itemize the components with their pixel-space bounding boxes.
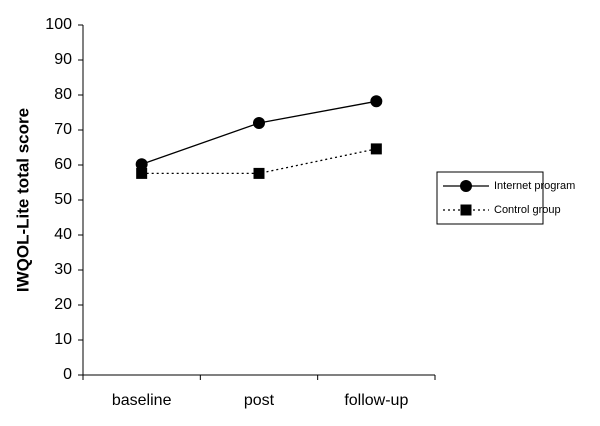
data-point: [253, 117, 265, 129]
legend-marker: [460, 204, 472, 216]
y-tick-label: 40: [54, 226, 72, 243]
y-tick-label: 20: [54, 296, 72, 313]
legend-label: Internet program: [494, 180, 575, 192]
legend-box: [436, 171, 544, 225]
legend-marker: [460, 180, 472, 192]
y-tick-label: 0: [63, 366, 72, 383]
data-point: [136, 167, 148, 179]
data-point: [253, 167, 265, 179]
data-point: [135, 158, 148, 171]
x-tick-label: post: [244, 392, 275, 409]
x-tick-label: follow-up: [344, 392, 408, 409]
y-axis-label: IWQOL-Lite total score: [13, 108, 32, 292]
y-tick-label: 90: [54, 51, 72, 68]
y-tick-label: 70: [54, 121, 72, 138]
y-tick-label: 10: [54, 331, 72, 348]
series-line: [141, 100, 377, 165]
data-point: [370, 95, 383, 108]
y-tick-label: 30: [54, 261, 72, 278]
legend-label: Control group: [494, 204, 561, 216]
y-tick-label: 80: [54, 86, 72, 103]
y-tick-label: 60: [54, 156, 72, 173]
x-tick-label: baseline: [112, 392, 172, 409]
data-point: [370, 143, 382, 155]
y-tick-label: 100: [45, 16, 72, 33]
y-tick-label: 50: [54, 191, 72, 208]
